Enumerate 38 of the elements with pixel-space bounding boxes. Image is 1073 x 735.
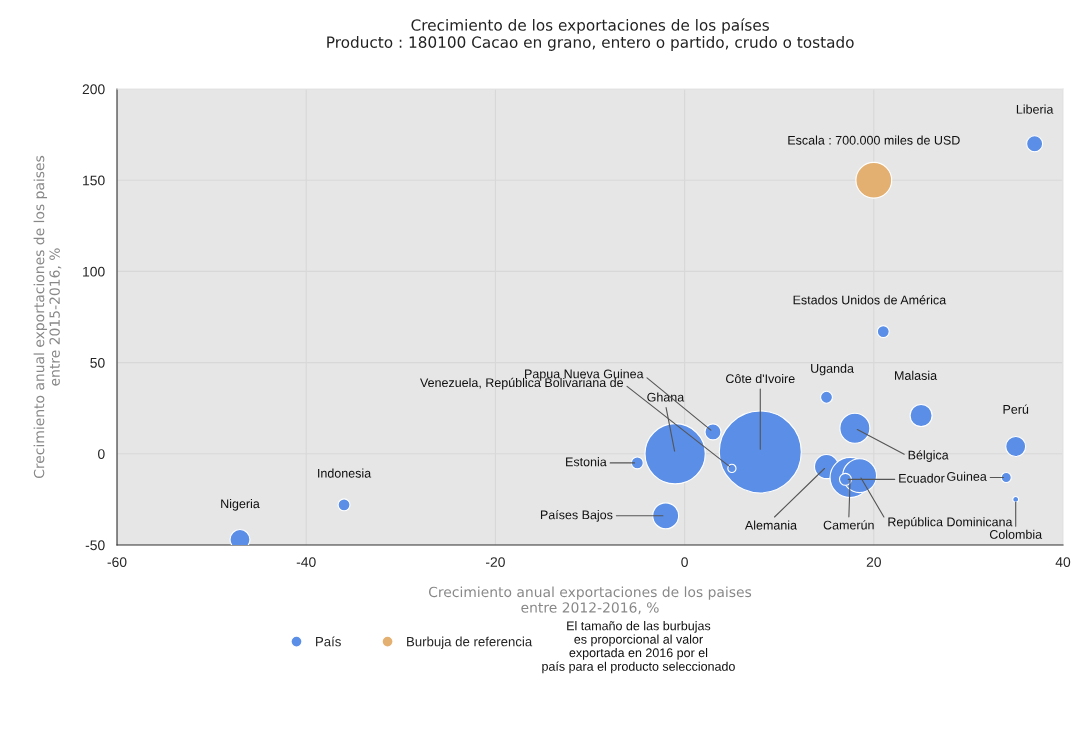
annotation: Indonesia <box>318 468 372 478</box>
x-tick-label: 20 <box>866 557 881 568</box>
annotation: Nigeria <box>221 498 260 511</box>
x-tick-label: -40 <box>296 557 316 568</box>
annotation: Bélgica <box>908 450 949 462</box>
annotation: Ecuador <box>899 473 945 483</box>
annotation: Camerún <box>823 520 874 530</box>
annotation: Ghana <box>647 392 685 402</box>
annotation: Guinea <box>947 471 987 481</box>
annotation: Liberia <box>1016 104 1054 114</box>
y-tick-label: -50 <box>85 540 105 551</box>
annotation: Perú <box>1003 404 1029 414</box>
annotation: Escala : 700.000 miles de USD <box>788 135 960 145</box>
annotation: Côte d'Ivoire <box>726 373 795 384</box>
annotation: Colombia <box>989 529 1043 539</box>
annotation: Países Bajos <box>540 509 613 522</box>
legend-label: País <box>316 636 341 647</box>
chart-title: Crecimiento de los exportaciones de los países <box>411 18 769 34</box>
legend-label: Burbuja de referencia <box>407 636 533 649</box>
y-tick-label: 200 <box>82 84 105 95</box>
annotation: Estados Unidos de América <box>793 295 947 305</box>
y-axis-title: Crecimiento anual exportaciones de los paises entre 2015-2016, % <box>33 155 62 479</box>
x-tick-label: 0 <box>681 557 688 568</box>
annotation: República Dominicana <box>888 517 1013 529</box>
x-tick-label: -20 <box>485 557 505 568</box>
x-tick-label: -60 <box>107 557 127 568</box>
annotation: Alemania <box>744 520 797 530</box>
y-tick-label: 50 <box>90 357 105 368</box>
annotation: Malasia <box>895 370 938 380</box>
x-tick-label: 40 <box>1055 557 1071 568</box>
text: El tamaño de las burbujas es proporcional al valor exportada en 2016 por el país para el producto seleccionado <box>542 621 735 674</box>
y-tick-label: 100 <box>83 266 105 277</box>
chart-subtitle: Producto : 180100 Cacao en grano, entero o partido, crudo o tostado <box>327 36 854 51</box>
annotation: Estonia <box>566 457 607 467</box>
x-axis-title: Crecimiento anual exportaciones de los paises entre 2012-2016, % <box>428 586 752 615</box>
y-tick-label: 150 <box>83 175 105 186</box>
annotation: Uganda <box>811 363 854 376</box>
y-tick-label: 0 <box>98 449 105 459</box>
